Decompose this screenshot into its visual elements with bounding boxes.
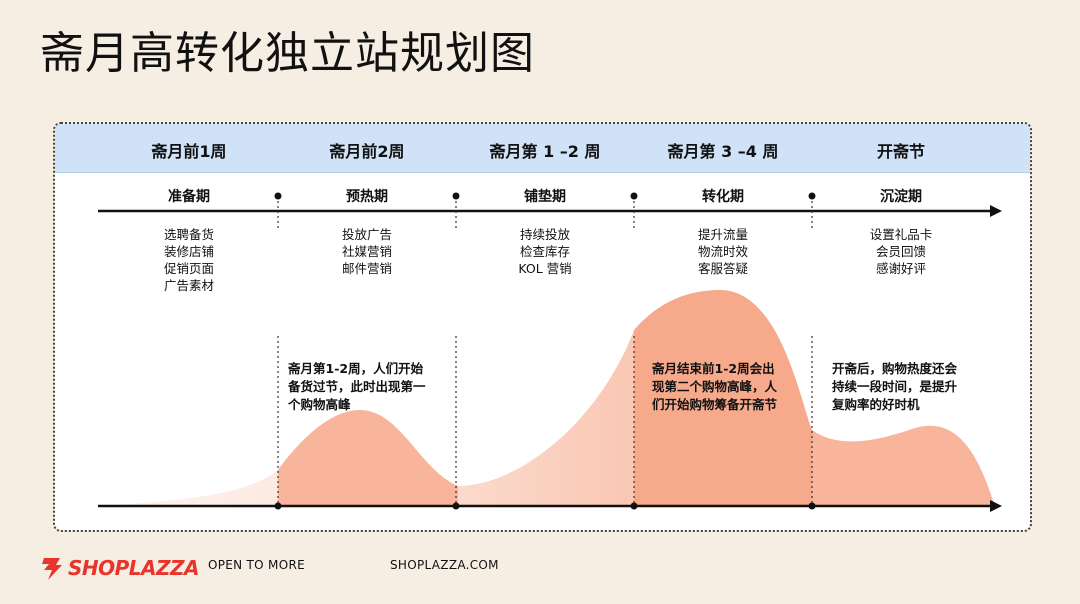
phase-label: 沉淀期 (880, 189, 922, 205)
period-header-band (55, 124, 1030, 173)
period-header: 斋月前1周 (151, 142, 227, 161)
task-item: 提升流量 (697, 227, 748, 242)
task-item: 促销页面 (163, 261, 214, 276)
footer-slogan: OPEN TO MORE (208, 558, 305, 572)
footer-website: SHOPLAZZA.COM (390, 558, 499, 572)
task-item: 社媒营销 (341, 244, 392, 259)
task-item: 邮件营销 (341, 261, 392, 276)
phase-label: 准备期 (168, 189, 210, 205)
task-item: KOL 营销 (518, 261, 572, 276)
task-list: 投放广告 社媒营销 邮件营销 (277, 226, 457, 277)
task-item: 选聘备货 (163, 227, 214, 242)
period-header: 斋月第 1 –2 周 (489, 142, 601, 161)
phase-label: 转化期 (702, 189, 744, 205)
task-item: 客服答疑 (697, 261, 748, 276)
task-item: 设置礼品卡 (869, 227, 933, 242)
task-list: 提升流量 物流时效 客服答疑 (633, 226, 813, 277)
brand-logo-text: SHOPLAZZA (68, 556, 200, 580)
timeline-frame: 斋月前1周 斋月前2周 斋月第 1 –2 周 斋月第 3 –4 周 开斋节 准备… (53, 122, 1032, 532)
page-title: 斋月高转化独立站规划图 (40, 28, 535, 79)
period-header: 开斋节 (876, 142, 925, 161)
after-note: 开斋后，购物热度还会 持续一段时间，是提升 复购率的好时机 (832, 361, 958, 412)
task-item: 物流时效 (697, 244, 748, 259)
period-header: 斋月第 3 –4 周 (667, 142, 779, 161)
task-item: 投放广告 (341, 227, 392, 242)
phase-label: 铺垫期 (524, 189, 566, 205)
task-item: 持续投放 (519, 227, 570, 242)
shoplazza-logo-icon (42, 558, 62, 580)
task-list: 持续投放 检查库存 KOL 营销 (455, 226, 635, 277)
task-item: 装修店铺 (163, 244, 214, 259)
phase-label: 预热期 (346, 189, 388, 205)
period-header: 斋月前2周 (329, 142, 405, 161)
task-item: 广告素材 (163, 278, 214, 293)
task-item: 会员回馈 (875, 244, 926, 259)
task-list: 选聘备货 装修店铺 促销页面 广告素材 (99, 226, 279, 294)
task-item: 感谢好评 (875, 261, 926, 276)
peak2-note: 斋月结束前1-2周会出 现第二个购物高峰，人 们开始购物筹备开斋节 (652, 361, 778, 412)
task-list: 设置礼品卡 会员回馈 感谢好评 (811, 226, 991, 277)
task-item: 检查库存 (519, 244, 570, 259)
peak1-note: 斋月第1-2周，人们开始 备货过节，此时出现第一 个购物高峰 (288, 361, 426, 412)
